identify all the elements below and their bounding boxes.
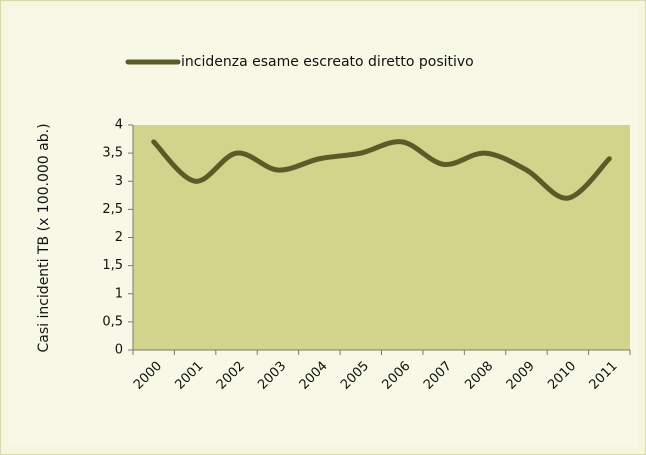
- y-tick-label: 3,5: [102, 146, 123, 161]
- y-tick-label: 2: [115, 230, 123, 245]
- plot-area: [133, 125, 630, 350]
- y-tick-label: 0: [115, 343, 123, 358]
- y-tick-label: 1,5: [102, 258, 123, 273]
- y-tick-label: 3: [115, 174, 123, 189]
- y-tick-label: 4: [115, 118, 123, 133]
- y-tick-label: 0,5: [102, 314, 123, 329]
- y-tick-label: 1: [115, 286, 123, 301]
- y-tick-label: 2,5: [102, 202, 123, 217]
- series-line: [151, 139, 612, 201]
- legend-label: incidenza esame escreato diretto positiv…: [181, 54, 474, 70]
- y-axis-title: Casi incidenti TB (x 100.000 ab.): [36, 123, 52, 352]
